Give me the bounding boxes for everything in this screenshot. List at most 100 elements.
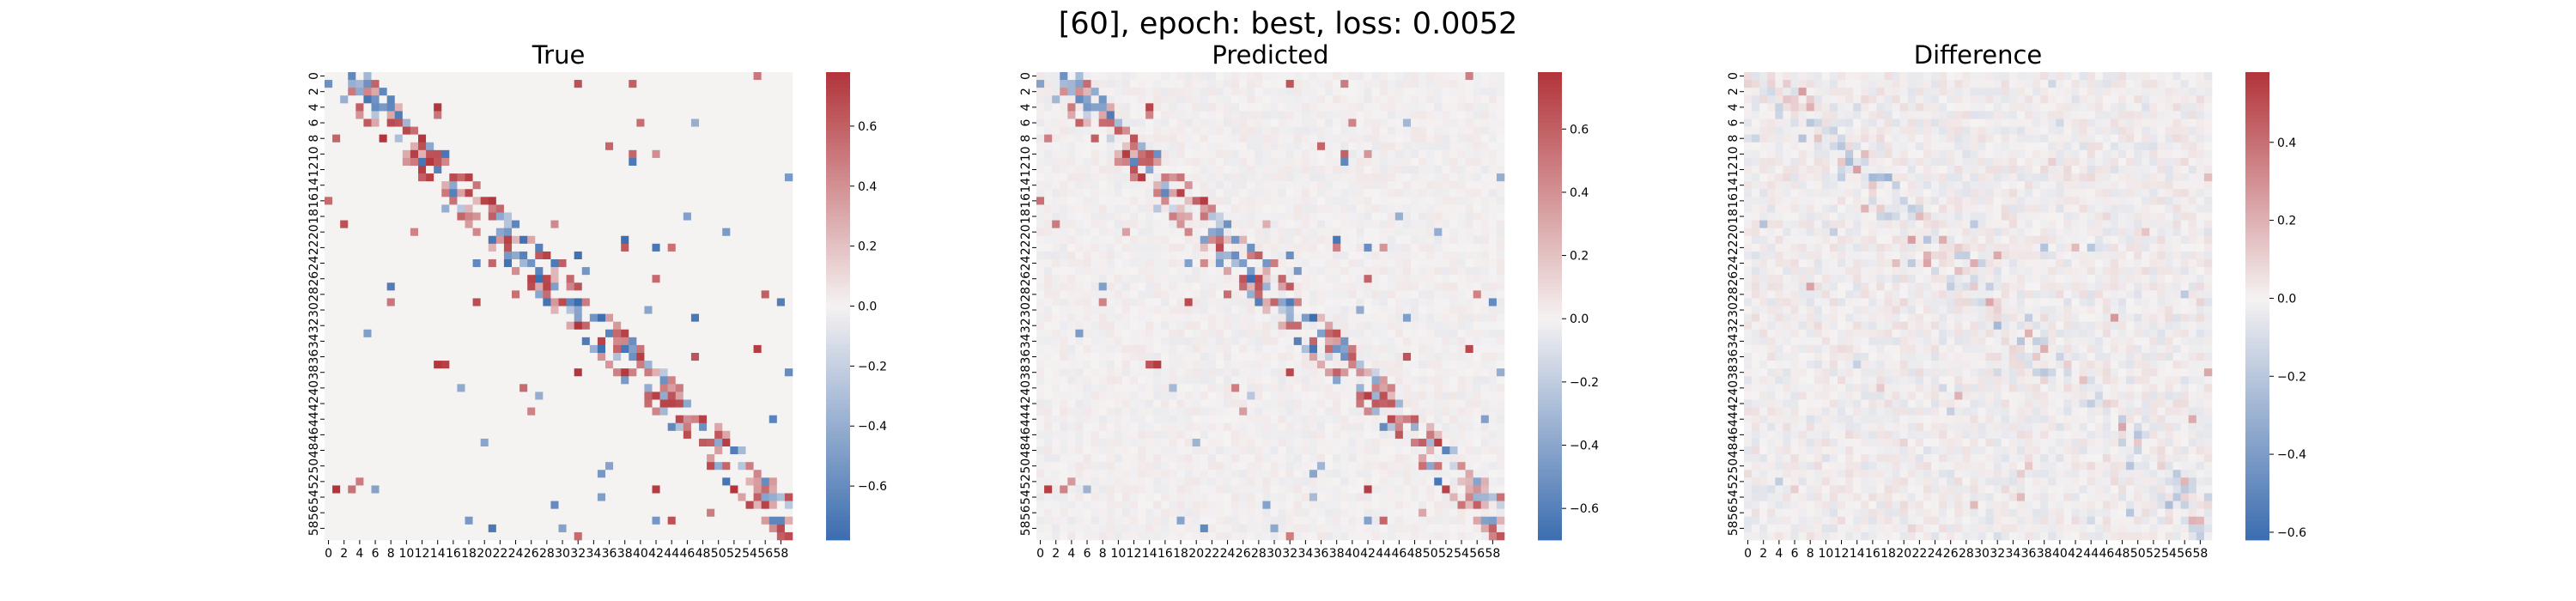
heatmap-cell	[605, 267, 614, 276]
heatmap-cell	[629, 181, 637, 190]
heatmap-cell	[761, 516, 770, 525]
heatmap-cell	[386, 298, 396, 307]
heatmap-cell	[581, 361, 591, 369]
heatmap-cell	[434, 80, 442, 88]
heatmap-cell	[621, 298, 629, 307]
heatmap-cell	[495, 95, 505, 104]
heatmap-cell	[332, 220, 341, 228]
heatmap-cell	[465, 95, 473, 104]
heatmap-cell	[722, 142, 731, 151]
heatmap-cell	[1371, 88, 1380, 96]
heatmap-cell	[1379, 181, 1388, 190]
heatmap-cell	[348, 422, 356, 432]
heatmap-cell	[597, 524, 606, 533]
heatmap-cell	[714, 438, 723, 447]
heatmap-cell	[418, 173, 427, 182]
heatmap-cell	[457, 251, 465, 260]
heatmap-cell	[667, 95, 677, 104]
heatmap-cell	[325, 462, 333, 470]
heatmap-cell	[519, 485, 528, 494]
heatmap-cell	[348, 228, 356, 237]
heatmap-cell	[597, 259, 606, 268]
heatmap-cell	[519, 524, 528, 533]
heatmap-cell	[449, 493, 458, 501]
heatmap-cell	[1356, 149, 1364, 159]
heatmap-cell	[434, 508, 442, 518]
x-tick-label: 14	[430, 547, 446, 561]
heatmap-cell	[348, 493, 356, 501]
heatmap-cell	[1457, 181, 1466, 190]
heatmap-cell	[745, 524, 754, 533]
heatmap-cell	[566, 524, 574, 533]
heatmap-cell	[441, 485, 450, 494]
heatmap-cell	[784, 531, 793, 541]
heatmap-cell	[1060, 157, 1068, 167]
heatmap-cell	[512, 344, 520, 354]
heatmap-cell	[1176, 72, 1185, 81]
heatmap-cell	[581, 422, 591, 432]
heatmap-cell	[659, 376, 668, 385]
heatmap-cell	[434, 430, 442, 440]
heatmap-cell	[644, 275, 653, 283]
heatmap-cell	[1083, 181, 1091, 190]
heatmap-cell	[652, 95, 660, 104]
heatmap-cell	[472, 251, 481, 260]
heatmap-cell	[340, 430, 349, 440]
heatmap-cell	[519, 103, 528, 112]
heatmap-cell	[325, 267, 333, 276]
heatmap-cell	[332, 361, 341, 369]
heatmap-cell	[535, 298, 544, 307]
heatmap-cell	[519, 415, 528, 424]
heatmap-cell	[449, 531, 458, 541]
heatmap-cell	[690, 212, 700, 221]
heatmap-cell	[722, 361, 731, 369]
heatmap-cell	[745, 399, 754, 408]
heatmap-cell	[558, 259, 567, 268]
heatmap-cell	[714, 392, 723, 400]
heatmap-cell	[386, 422, 396, 432]
heatmap-cell	[363, 446, 372, 455]
heatmap-cell	[1496, 95, 1505, 104]
heatmap-cell	[1309, 88, 1318, 96]
heatmap-cell	[503, 446, 513, 455]
heatmap-cell	[722, 72, 731, 81]
heatmap-cell	[675, 462, 684, 470]
heatmap-cell	[457, 446, 465, 455]
heatmap-cell	[675, 524, 684, 533]
heatmap-cell	[629, 329, 637, 338]
heatmap-cell	[371, 353, 380, 361]
heatmap-cell	[636, 422, 645, 432]
heatmap-cell	[550, 501, 559, 509]
heatmap-cell	[753, 438, 762, 447]
heatmap-cell	[1044, 72, 1053, 81]
heatmap-cell	[589, 422, 598, 432]
heatmap-cell	[527, 126, 536, 135]
heatmap-cell	[644, 531, 653, 541]
heatmap-cell	[1224, 212, 1232, 221]
heatmap-cell	[410, 251, 419, 260]
heatmap-cell	[722, 392, 731, 400]
heatmap-cell	[597, 157, 606, 167]
heatmap-cell	[1278, 95, 1286, 104]
heatmap-cell	[714, 181, 723, 190]
heatmap-cell	[495, 118, 505, 127]
heatmap-cell	[1207, 103, 1217, 112]
heatmap-cell	[1169, 166, 1177, 174]
heatmap-cell	[597, 470, 606, 478]
heatmap-cell	[332, 399, 341, 408]
heatmap-cell	[730, 353, 738, 361]
heatmap-cell	[1285, 126, 1295, 135]
heatmap-cell	[1106, 126, 1115, 135]
heatmap-cell	[776, 181, 786, 190]
heatmap-cell	[621, 166, 629, 174]
heatmap-cell	[597, 275, 606, 283]
heatmap-cell	[589, 95, 598, 104]
heatmap-cell	[512, 361, 520, 369]
heatmap-cell	[1067, 149, 1076, 159]
heatmap-cell	[1224, 72, 1232, 81]
heatmap-cell	[753, 353, 762, 361]
heatmap-cell	[574, 298, 583, 307]
heatmap-cell	[402, 251, 411, 260]
heatmap-cell	[675, 470, 684, 478]
heatmap-cell	[769, 189, 778, 197]
